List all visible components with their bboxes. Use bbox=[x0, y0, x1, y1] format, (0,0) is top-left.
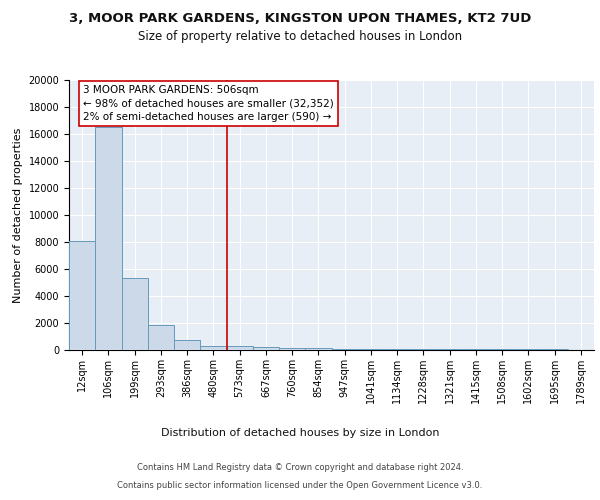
Bar bbox=[331, 349, 358, 350]
Y-axis label: Number of detached properties: Number of detached properties bbox=[13, 128, 23, 302]
Bar bbox=[95, 127, 121, 350]
Text: Contains public sector information licensed under the Open Government Licence v3: Contains public sector information licen… bbox=[118, 480, 482, 490]
Bar bbox=[69, 240, 95, 350]
Text: Contains HM Land Registry data © Crown copyright and database right 2024.: Contains HM Land Registry data © Crown c… bbox=[137, 463, 463, 472]
Text: Size of property relative to detached houses in London: Size of property relative to detached ho… bbox=[138, 30, 462, 43]
Bar bbox=[121, 278, 148, 350]
Bar bbox=[227, 346, 253, 350]
Text: Distribution of detached houses by size in London: Distribution of detached houses by size … bbox=[161, 428, 439, 438]
Text: 3, MOOR PARK GARDENS, KINGSTON UPON THAMES, KT2 7UD: 3, MOOR PARK GARDENS, KINGSTON UPON THAM… bbox=[69, 12, 531, 26]
Bar bbox=[305, 348, 331, 350]
Bar bbox=[200, 346, 227, 350]
Bar bbox=[358, 349, 384, 350]
Text: 3 MOOR PARK GARDENS: 506sqm
← 98% of detached houses are smaller (32,352)
2% of : 3 MOOR PARK GARDENS: 506sqm ← 98% of det… bbox=[83, 86, 334, 122]
Bar bbox=[384, 349, 410, 350]
Bar bbox=[174, 340, 200, 350]
Bar bbox=[279, 348, 305, 350]
Bar bbox=[148, 325, 174, 350]
Bar bbox=[253, 348, 279, 350]
